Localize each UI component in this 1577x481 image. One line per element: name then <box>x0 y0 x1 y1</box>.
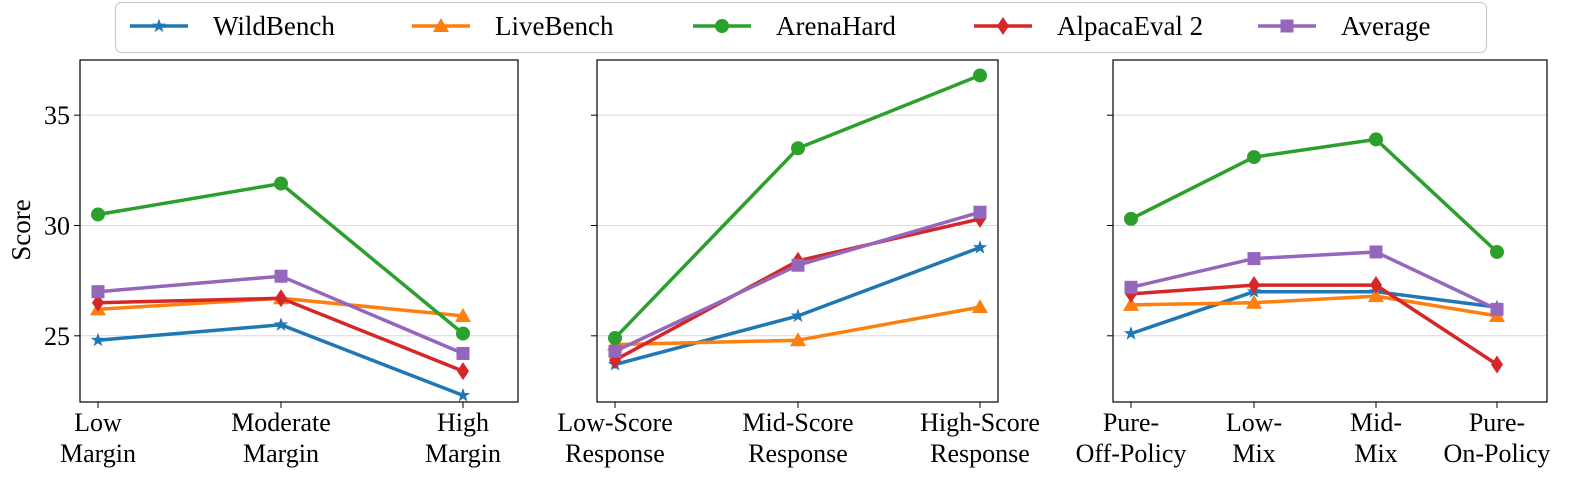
legend-marker-arenahard <box>715 19 729 33</box>
x-tick-label: Low-Score Response <box>557 408 673 468</box>
series-alpacaeval-2 <box>92 289 469 381</box>
data-point-arenahard <box>791 141 805 156</box>
data-point-alpacaeval-2 <box>92 293 104 312</box>
data-point-alpacaeval-2 <box>1491 355 1503 374</box>
data-point-wildbench <box>972 240 988 254</box>
series-line-wildbench <box>1130 289 1498 336</box>
data-point-livebench <box>790 332 806 347</box>
x-tick-label: High Margin <box>425 408 501 468</box>
data-point-arenahard <box>973 68 987 83</box>
data-point-average <box>274 269 288 283</box>
x-tick-label: Low Margin <box>60 408 136 468</box>
data-point-livebench <box>1368 288 1384 303</box>
legend: WildBench LiveBench ArenaHard AlpacaEval 2 A… <box>114 1 1488 54</box>
data-point-livebench <box>1123 296 1139 311</box>
data-point-arenahard <box>608 331 622 346</box>
data-point-wildbench <box>273 317 289 331</box>
axes-frame <box>596 59 999 403</box>
panel-1: 25 30 35 Low Margin Moderate Margin High Margin <box>44 59 519 468</box>
data-point-alpacaeval-2 <box>1370 276 1382 295</box>
legend-marker-wildbench <box>151 18 167 33</box>
data-point-average <box>1247 252 1261 266</box>
data-point-arenahard <box>1369 132 1383 147</box>
data-point-alpacaeval-2 <box>1248 276 1260 295</box>
x-tick-label: Low-Mix <box>1226 408 1282 468</box>
series-average <box>608 205 987 358</box>
legend-entry-livebench: LiveBench <box>412 11 614 41</box>
series-average <box>1124 245 1504 316</box>
y-tick-label: 30 <box>44 211 70 240</box>
panel-2: Low-Score Response Mid-Score Response High-S… <box>557 59 1040 468</box>
data-point-livebench <box>455 307 471 322</box>
data-point-average <box>1490 302 1504 316</box>
panels: 25 30 35 Low Margin Moderate Margin High Margin L… <box>44 59 1551 468</box>
axes-frame <box>1112 59 1548 403</box>
data-point-arenahard <box>1490 244 1504 259</box>
data-point-arenahard <box>274 176 288 191</box>
legend-label-livebench: LiveBench <box>495 11 614 41</box>
series-livebench <box>607 299 988 351</box>
data-point-average <box>91 285 105 299</box>
x-tick-label: Mid-Score Response <box>742 408 853 468</box>
series-wildbench <box>90 317 471 402</box>
data-point-arenahard <box>1247 150 1261 165</box>
legend-entry-wildbench: WildBench <box>130 11 335 41</box>
data-point-average <box>1369 245 1383 259</box>
data-point-average <box>1124 280 1138 294</box>
y-axis-label: Score <box>6 199 36 260</box>
series-line-arenahard <box>1130 137 1499 254</box>
legend-marker-alpacaeval-2 <box>997 17 1009 35</box>
data-point-average <box>608 344 622 358</box>
series-line-average <box>1130 250 1498 311</box>
legend-label-average: Average <box>1341 11 1430 41</box>
legend-frame <box>114 1 1488 54</box>
data-point-wildbench <box>90 332 106 347</box>
data-point-wildbench <box>790 308 806 323</box>
x-tick-label: Pure-Off-Policy <box>1076 408 1187 468</box>
data-point-average <box>973 205 987 219</box>
panel-3: Pure-Off-Policy Low-Mix Mid-Mix Pure-On-Pol… <box>1076 59 1551 468</box>
axes-frame <box>79 59 519 403</box>
data-point-livebench <box>972 299 988 314</box>
legend-label-wildbench: WildBench <box>213 11 335 41</box>
data-point-wildbench <box>1123 326 1139 340</box>
series-line-alpacaeval-2 <box>1130 283 1498 366</box>
data-point-wildbench <box>455 387 471 402</box>
series-arenahard <box>608 68 987 346</box>
data-point-alpacaeval-2 <box>457 362 469 381</box>
data-point-arenahard <box>1124 211 1138 226</box>
data-point-arenahard <box>91 207 105 222</box>
x-tick-label: Pure-On-Policy <box>1444 408 1551 468</box>
series-average <box>91 269 470 360</box>
data-point-average <box>791 258 805 272</box>
x-tick-label: Mid-Mix <box>1350 408 1402 468</box>
data-point-alpacaeval-2 <box>275 289 287 308</box>
series-line-livebench <box>1130 294 1498 318</box>
legend-entry-arenahard: ArenaHard <box>693 11 896 41</box>
legend-entry-average: Average <box>1258 11 1430 41</box>
data-point-arenahard <box>456 326 470 341</box>
legend-marker-livebench <box>433 18 449 32</box>
data-point-average <box>456 346 470 360</box>
series-arenahard <box>1124 132 1504 259</box>
legend-label-arenahard: ArenaHard <box>776 11 896 41</box>
legend-label-alpacaeval-2: AlpacaEval 2 <box>1057 11 1203 41</box>
y-tick-label: 35 <box>44 101 70 130</box>
x-tick-label: Moderate Margin <box>231 408 331 468</box>
legend-entry-alpacaeval-2: AlpacaEval 2 <box>974 11 1203 41</box>
y-tick-label: 25 <box>44 322 70 351</box>
legend-marker-average <box>1280 19 1294 33</box>
series-arenahard <box>91 176 470 341</box>
x-tick-label: High-Score Response <box>920 408 1040 468</box>
data-point-livebench <box>1246 294 1262 309</box>
